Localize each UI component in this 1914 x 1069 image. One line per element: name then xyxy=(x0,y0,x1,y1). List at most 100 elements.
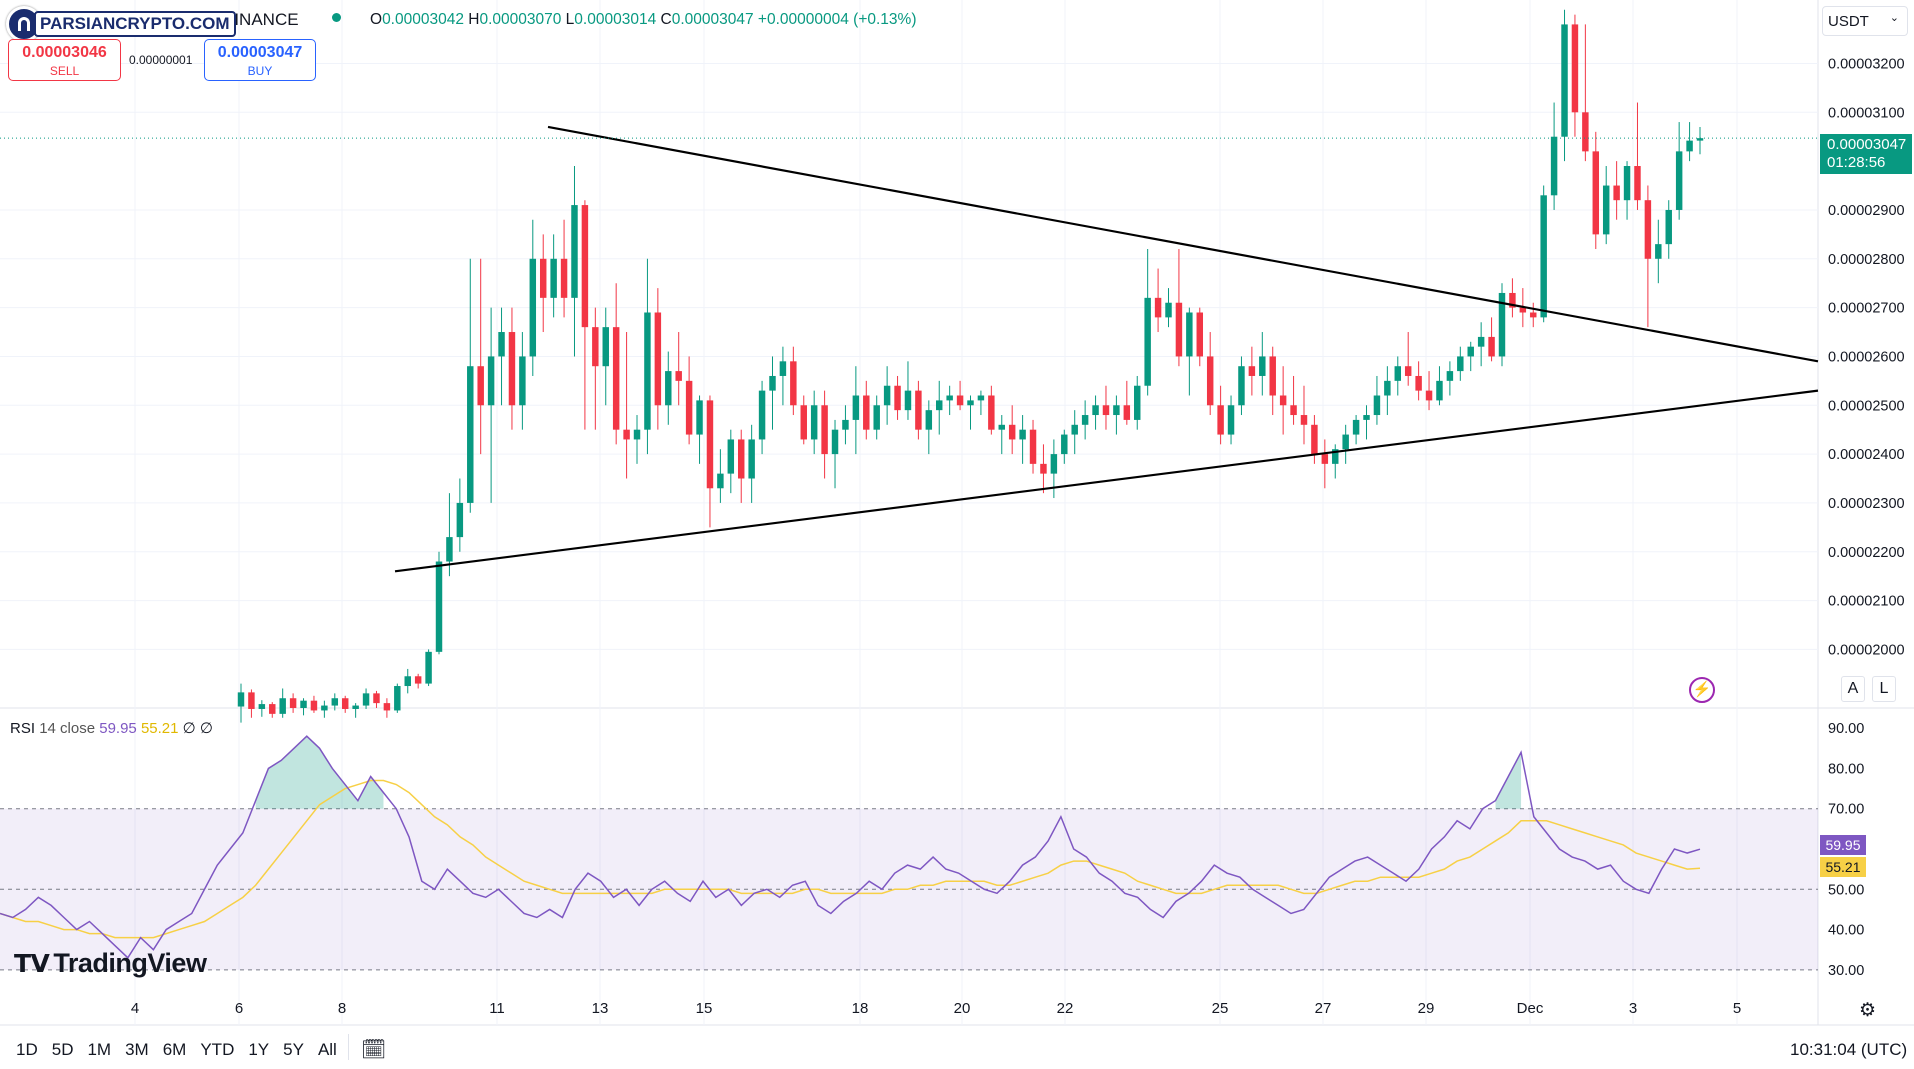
candle xyxy=(977,390,985,416)
candle-body xyxy=(300,700,307,708)
candle xyxy=(1384,366,1391,416)
timeframe-1d[interactable]: 1D xyxy=(16,1040,38,1059)
candle xyxy=(1175,249,1183,367)
candle xyxy=(1019,415,1026,464)
gear-icon[interactable]: ⚙ xyxy=(1859,1000,1877,1021)
candle xyxy=(1498,283,1506,367)
time-tick-label: 11 xyxy=(489,1000,505,1017)
candle xyxy=(873,395,880,440)
candle xyxy=(1540,185,1547,323)
candle-body xyxy=(612,327,620,430)
rsi-ext1: ∅ xyxy=(182,720,196,737)
candle xyxy=(717,449,724,503)
candle-body xyxy=(394,686,401,711)
candle xyxy=(1071,410,1078,455)
rsi-name: RSI xyxy=(10,720,36,737)
time-tick-label: 22 xyxy=(1057,1000,1074,1017)
candle xyxy=(1457,346,1464,381)
candle xyxy=(1342,424,1349,464)
candle xyxy=(988,385,995,435)
candle xyxy=(790,346,797,416)
candle xyxy=(706,395,714,528)
currency-value: USDT xyxy=(1828,13,1869,30)
candle xyxy=(1592,131,1600,250)
candle xyxy=(592,307,599,430)
low-value: 0.00003014 xyxy=(574,11,657,28)
rsi-params: 14 close xyxy=(39,720,96,737)
candle xyxy=(435,551,443,655)
candle-body xyxy=(1092,405,1099,416)
candle xyxy=(737,429,745,503)
rsi-ma-line xyxy=(0,779,1701,939)
timeframe-6m[interactable]: 6M xyxy=(162,1040,187,1059)
utc-clock[interactable]: 10:31:04 (UTC) xyxy=(1790,1040,1908,1059)
buy-button[interactable]: 0.00003047 BUY xyxy=(204,39,316,81)
candle-body xyxy=(1206,356,1214,406)
candle xyxy=(821,390,828,479)
candle-body xyxy=(1029,429,1037,464)
timeframe-3m[interactable]: 3M xyxy=(125,1040,149,1059)
candle-body xyxy=(883,385,891,406)
rsi-line xyxy=(0,735,1701,959)
rsi-tick-label: 90.00 xyxy=(1828,721,1864,737)
candle xyxy=(1488,317,1495,362)
log-scale-button[interactable]: L xyxy=(1872,676,1896,702)
candle-countdown: 01:28:56 xyxy=(1827,154,1886,171)
candle xyxy=(1436,366,1443,406)
candle-body xyxy=(873,405,880,430)
candle xyxy=(1665,200,1672,259)
candle-body xyxy=(946,395,953,401)
candle-body xyxy=(571,205,578,298)
candle xyxy=(685,356,693,445)
trendline xyxy=(547,125,1819,363)
time-tick-label: 8 xyxy=(338,1000,346,1017)
price-tick-label: 0.00002700 xyxy=(1828,301,1905,317)
timeframe-1m[interactable]: 1M xyxy=(87,1040,112,1059)
candle xyxy=(237,683,245,723)
candle-body xyxy=(1571,24,1579,113)
candle-body xyxy=(1384,380,1391,396)
candle xyxy=(1217,385,1224,445)
candle-body xyxy=(519,356,526,406)
lightning-icon[interactable]: ⚡ xyxy=(1689,677,1715,703)
time-tick-label: 27 xyxy=(1315,1000,1332,1017)
candle xyxy=(633,415,641,464)
candle-body xyxy=(1238,366,1245,406)
candle xyxy=(779,346,787,406)
timeframe-5y[interactable]: 5Y xyxy=(283,1040,304,1059)
candle-body xyxy=(1332,449,1339,464)
currency-select[interactable]: USDT ⌄ xyxy=(1822,6,1908,36)
candle-body xyxy=(758,390,766,440)
candle-body xyxy=(1477,336,1485,347)
auto-scale-button[interactable]: A xyxy=(1841,676,1865,702)
high-label: H xyxy=(468,11,480,28)
time-tick-label: 6 xyxy=(235,1000,243,1017)
timeframe-5d[interactable]: 5D xyxy=(51,1040,74,1059)
timeframe-1y[interactable]: 1Y xyxy=(248,1040,270,1059)
close-label: C xyxy=(660,11,672,28)
candle-body xyxy=(425,651,432,684)
candle-body xyxy=(310,700,318,711)
candle xyxy=(1321,439,1329,489)
rsi-tick-label: 70.00 xyxy=(1828,802,1864,818)
candle xyxy=(800,395,807,445)
candle-body xyxy=(1040,463,1047,474)
buy-price: 0.00003047 xyxy=(217,44,303,61)
calendar-icon[interactable]: 🗓 xyxy=(361,1039,387,1061)
buy-label: BUY xyxy=(247,64,273,78)
timeframe-ytd[interactable]: YTD xyxy=(200,1040,235,1059)
price-tick-label: 0.00002500 xyxy=(1828,398,1905,414)
sell-button[interactable]: 0.00003046 SELL xyxy=(8,39,121,81)
candle-body xyxy=(675,371,682,381)
candle xyxy=(1040,444,1047,494)
candle xyxy=(904,361,912,420)
candle-body xyxy=(654,312,662,406)
time-tick-label: Dec xyxy=(1517,1000,1544,1017)
candle xyxy=(550,234,557,318)
timeframe-all[interactable]: All xyxy=(317,1040,337,1059)
candle-body xyxy=(1446,371,1454,381)
time-tick-label: 18 xyxy=(852,1000,869,1017)
time-tick-label: 15 xyxy=(696,1000,713,1017)
candle xyxy=(1655,219,1662,284)
